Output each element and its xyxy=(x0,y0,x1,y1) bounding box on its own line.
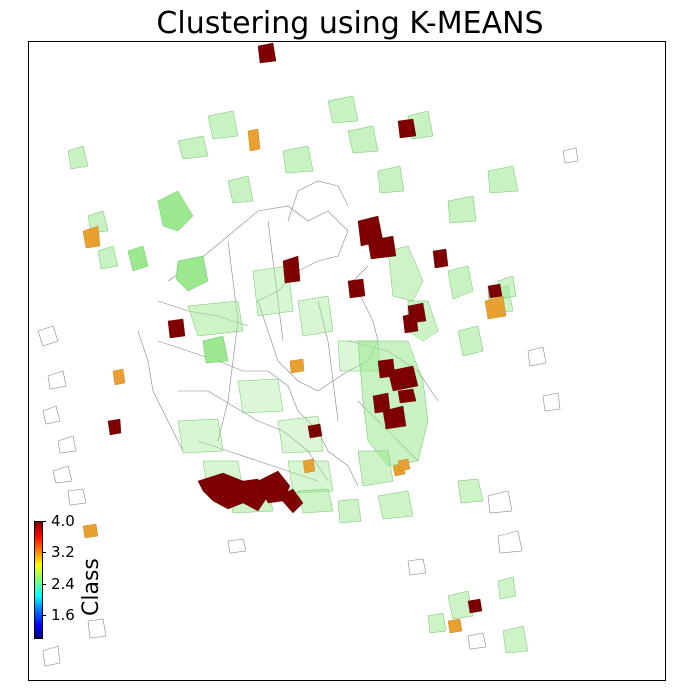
class-low-patches xyxy=(67,95,529,654)
colorbar-tick-label: 3.2 xyxy=(51,543,75,561)
colorbar-tick-label: 2.4 xyxy=(51,575,75,593)
colorbar xyxy=(34,521,43,639)
colorbar-tick xyxy=(42,584,46,585)
colorbar-tick-label: 4.0 xyxy=(51,512,75,530)
colorbar-tick xyxy=(42,521,46,522)
class-high-patches xyxy=(107,42,503,614)
colorbar-label: Class xyxy=(79,558,104,616)
colorbar-tick xyxy=(42,615,46,616)
cluster-map xyxy=(37,42,579,667)
map-axes-frame xyxy=(28,41,666,681)
colorbar-tick xyxy=(42,552,46,553)
outline-patches xyxy=(37,147,579,667)
map-title: Clustering using K-MEANS xyxy=(156,6,544,41)
colorbar-tick-label: 1.6 xyxy=(51,606,75,624)
class-mid-patches xyxy=(82,128,507,634)
